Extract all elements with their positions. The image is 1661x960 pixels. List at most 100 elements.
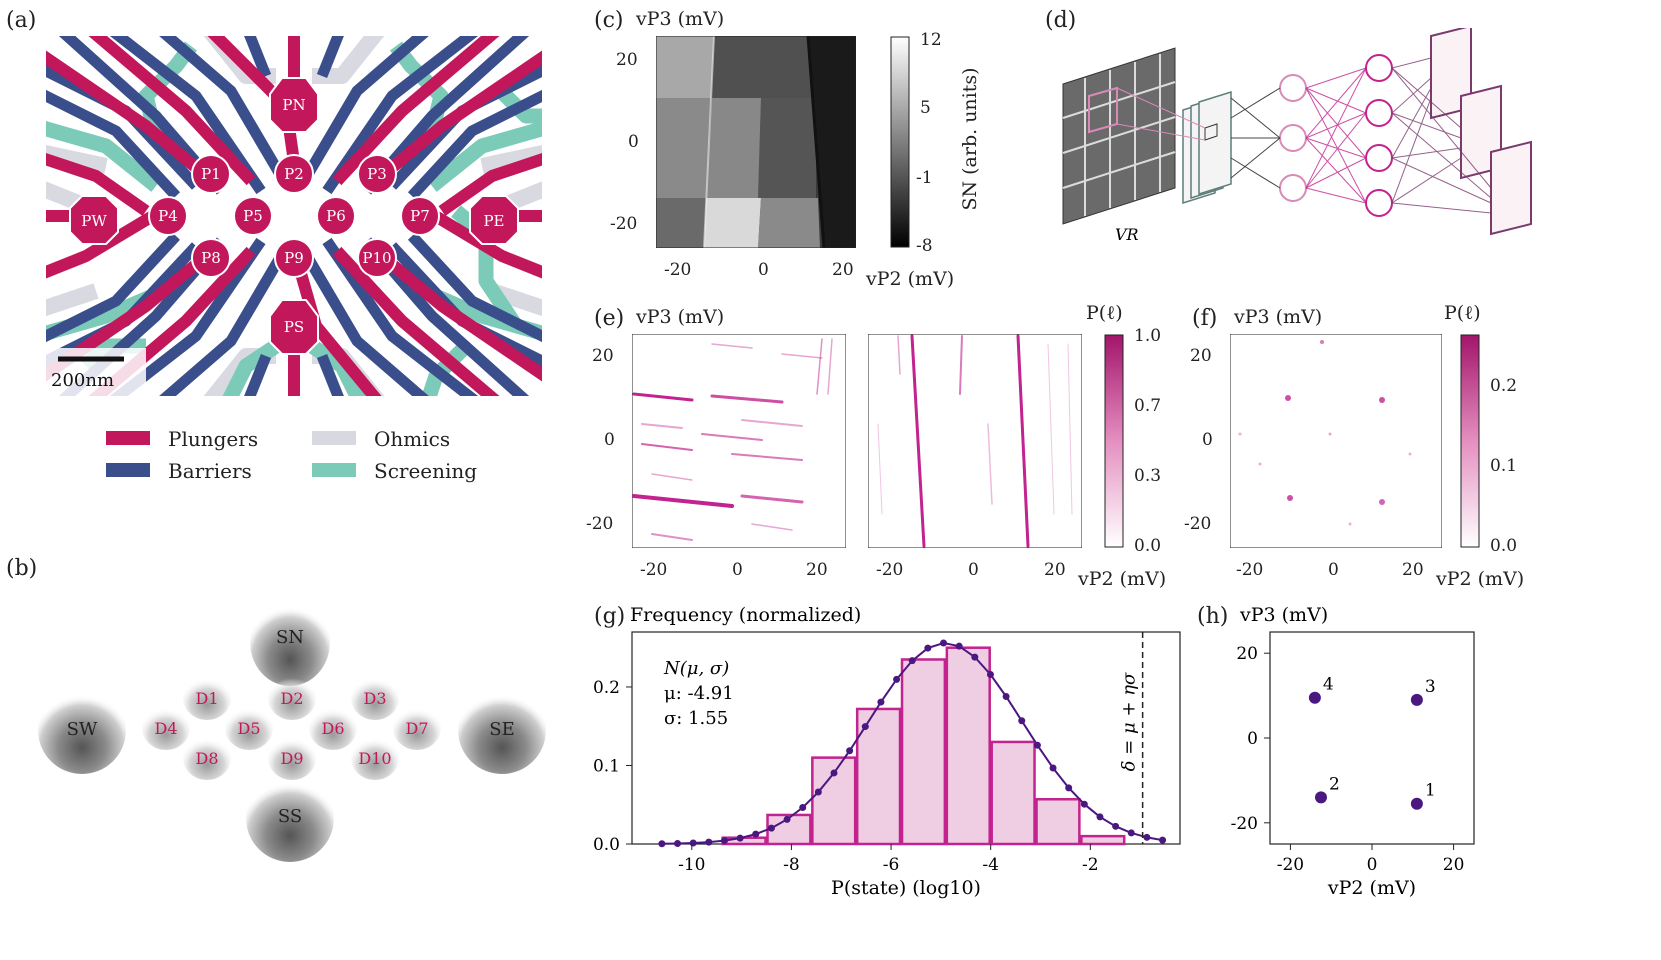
f-colorbar xyxy=(1460,334,1480,548)
f-ytick-0: 0 xyxy=(1202,430,1213,450)
plunger-PS xyxy=(269,299,319,355)
label-P7: P7 xyxy=(410,207,430,225)
e-cbar-tick-1: 1.0 xyxy=(1134,326,1162,346)
e-left-xtick-m20: -20 xyxy=(640,560,668,580)
label-P9: P9 xyxy=(284,249,304,267)
g-fit-point xyxy=(799,804,807,812)
e-xlabel: vP2 (mV) xyxy=(1078,568,1167,590)
legend-label-ohmics: Ohmics xyxy=(374,427,451,451)
f-xlabel: vP2 (mV) xyxy=(1436,568,1525,590)
plunger-labels: PN PW PE PS P1 P2 P3 P4 P5 P6 P7 P8 P9 P… xyxy=(81,96,504,336)
c-xtick-0: 0 xyxy=(758,260,769,280)
h-point xyxy=(1410,693,1423,706)
g-fit-point xyxy=(705,838,713,846)
g-annotation-line: N(μ, σ) xyxy=(663,658,729,679)
plunger-P8 xyxy=(191,238,231,278)
h-point-label: 1 xyxy=(1425,781,1436,801)
dot-array-schematic: SN SW SE SS D1 D2 D3 D4 D5 D6 D7 D8 D9 D… xyxy=(38,598,546,862)
panel-label-g: (g) xyxy=(594,604,626,629)
plunger-P7 xyxy=(400,196,440,236)
g-fit-point xyxy=(674,840,682,848)
g-fit-point xyxy=(971,653,979,661)
g-fit-point xyxy=(1127,829,1135,837)
sensor-north xyxy=(250,598,330,686)
g-fit-point xyxy=(861,723,869,731)
c-ytick-0: 0 xyxy=(628,132,639,152)
feature-maps xyxy=(1182,90,1232,205)
c-cbar-tick-m1: -1 xyxy=(916,168,933,188)
c-ytick-20: 20 xyxy=(616,50,638,70)
c-cbar-label: SN (arb. units) xyxy=(959,67,981,211)
nn-layer-2 xyxy=(1365,54,1393,217)
h-axes-frame xyxy=(1269,631,1475,845)
g-ytick-label: 0.1 xyxy=(593,756,620,776)
plunger-leads xyxy=(46,36,542,396)
g-fit-point xyxy=(1018,717,1026,725)
c-cbar-tick-m8: -8 xyxy=(916,236,933,256)
e-ylabel: vP3 (mV) xyxy=(636,306,725,328)
c-cbar-tick-12: 12 xyxy=(920,30,942,50)
plunger-PW xyxy=(69,195,119,245)
legend-label-screening: Screening xyxy=(374,459,478,483)
label-PE: PE xyxy=(483,212,504,230)
g-bar xyxy=(1035,797,1081,846)
g-fit-point xyxy=(986,671,994,679)
e-cbar-label: P(ℓ) xyxy=(1086,302,1123,324)
sensors xyxy=(38,598,546,862)
label-P2: P2 xyxy=(284,165,304,183)
input-stack xyxy=(1062,47,1176,225)
g-bar xyxy=(990,740,1036,846)
g-bar xyxy=(766,813,812,846)
plunger-gates xyxy=(69,77,519,355)
sensor-label-E: SE xyxy=(489,719,514,740)
g-annotation-line: σ: 1.55 xyxy=(664,708,728,729)
dot-label-D1: D1 xyxy=(195,689,218,708)
sensor-label-S: SS xyxy=(278,806,302,827)
g-fit-point xyxy=(1033,741,1041,749)
l2-to-out xyxy=(1391,57,1492,214)
plunger-P1 xyxy=(191,154,231,194)
label-PW: PW xyxy=(81,212,107,230)
plunger-P3 xyxy=(357,154,397,194)
f-heatmap xyxy=(1230,334,1442,548)
g-fit-point xyxy=(720,837,728,845)
h-point-label: 2 xyxy=(1329,774,1340,794)
device-legend: Plungers Barriers Ohmics Screening xyxy=(106,427,526,487)
g-fit-point xyxy=(689,839,697,847)
label-B6: B6 xyxy=(392,190,406,201)
dot-label-D8: D8 xyxy=(195,749,218,768)
sensor-east xyxy=(458,686,546,774)
legend-swatch-ohmics xyxy=(312,431,356,445)
sensor-label-N: SN xyxy=(276,627,304,648)
legend-swatch-plungers xyxy=(106,431,150,445)
label-PS: PS xyxy=(284,318,304,336)
label-P6: P6 xyxy=(326,207,346,225)
c-ylabel: vP3 (mV) xyxy=(636,8,725,30)
label-B11: B11 xyxy=(347,232,367,243)
g-xtick-label: -8 xyxy=(783,855,800,875)
label-P3: P3 xyxy=(367,165,387,183)
panel-label-b: (b) xyxy=(6,556,38,581)
g-fit-point xyxy=(830,769,838,777)
label-B10: B10 xyxy=(306,232,326,243)
dot-label-D10: D10 xyxy=(358,749,391,768)
g-fit-point xyxy=(1065,784,1073,792)
legend-label-barriers: Barriers xyxy=(168,459,252,483)
plunger-PN xyxy=(269,77,319,133)
sensor-labels: SN SW SE SS xyxy=(67,627,515,827)
label-B3: B3 xyxy=(265,190,279,201)
label-B4: B4 xyxy=(309,190,323,201)
dot-label-D2: D2 xyxy=(280,689,303,708)
c-heatmap xyxy=(656,36,856,248)
e-cbar-tick-0: 0.0 xyxy=(1134,536,1162,556)
e-ytick-20: 20 xyxy=(592,346,614,366)
g-fit-point xyxy=(877,698,885,706)
plunger-P2 xyxy=(274,154,314,194)
label-P1: P1 xyxy=(201,165,221,183)
g-xtick-label: -6 xyxy=(883,855,900,875)
plunger-P10 xyxy=(357,238,397,278)
g-threshold-label: δ = μ + ησ xyxy=(1119,672,1140,771)
f-cbar-tick-01: 0.1 xyxy=(1490,456,1518,476)
g-fit-point xyxy=(908,657,916,665)
e-heatmap-left xyxy=(632,334,846,548)
